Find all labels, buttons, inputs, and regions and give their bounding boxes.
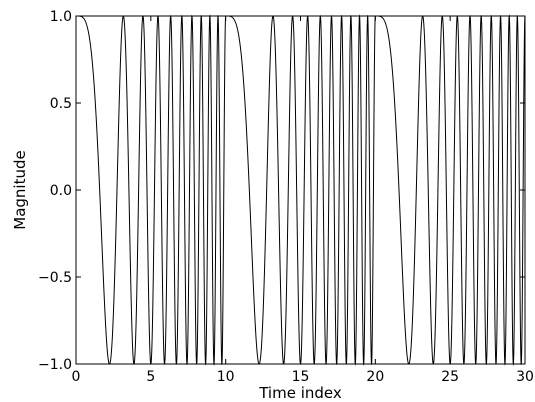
axis-ticks: 0 5 10 15 20 25 30 −1.0 −0.5 0.0 0.5 1.0 (38, 9, 534, 385)
y-tick-label: 1.0 (50, 9, 72, 25)
plot-area (75, 14, 526, 366)
x-axis-label: Time index (258, 384, 342, 402)
x-tick-label: 15 (292, 369, 310, 385)
x-tick-label: 10 (217, 369, 235, 385)
x-tick-label: 0 (72, 369, 81, 385)
y-tick-label: −1.0 (38, 357, 72, 373)
y-tick-label: 0.5 (50, 96, 72, 112)
y-tick-label: 0.0 (50, 183, 72, 199)
y-tick-label: −0.5 (38, 270, 72, 286)
series-line (76, 14, 526, 366)
axes-frame (75, 15, 526, 365)
x-tick-label: 30 (516, 369, 534, 385)
x-tick-label: 25 (441, 369, 459, 385)
x-tick-label: 5 (146, 369, 155, 385)
y-axis-label: Magnitude (11, 150, 29, 229)
x-tick-label: 20 (366, 369, 384, 385)
